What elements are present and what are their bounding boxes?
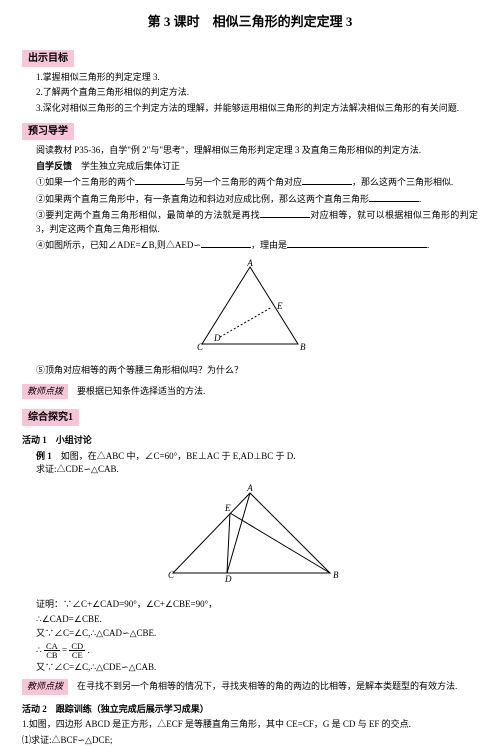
teach-tip-label-2: 教师点拨 bbox=[22, 679, 68, 695]
svg-text:E: E bbox=[224, 503, 231, 513]
track-1-q1: ⑴求证:△BCF∽△DCE; bbox=[22, 734, 478, 747]
item-5: ⑤顶角对应相等的两个等腰三角形相似吗？为什么？ bbox=[36, 364, 478, 378]
proof-4: ∴ CACB = CDCE . bbox=[36, 642, 478, 660]
ex1-prove: 求证:△CDE∽△CAB. bbox=[36, 463, 478, 477]
item-4: ④如图所示，已知∠ADE=∠B,则△AED∽，理由是. bbox=[36, 238, 478, 253]
proof-5: 又∵∠C=∠C,∴△CDE∽△CAB. bbox=[36, 661, 478, 675]
proof-2: ∴∠CAD=∠CBE. bbox=[36, 613, 478, 627]
self-feedback-text: 学生独立完成后集体订正 bbox=[72, 161, 180, 171]
goal-1: 1.掌握相似三角形的判定定理 3. bbox=[36, 71, 478, 85]
figure-2: A E C D B bbox=[22, 483, 478, 593]
figure-1: A E D C B bbox=[22, 259, 478, 359]
proof-3: 又∵∠C=∠C,∴△CAD∽△CBE. bbox=[36, 627, 478, 641]
ex1-text: 如图，在△ABC 中，∠C=60°，BE⊥AC 于 E,AD⊥BC 于 D. bbox=[52, 451, 296, 461]
blank bbox=[369, 192, 419, 202]
svg-text:C: C bbox=[197, 342, 204, 352]
goal-2: 2.了解两个直角三角形相似的判定方法. bbox=[36, 86, 478, 100]
activity1-title: 活动 1 小组讨论 bbox=[22, 434, 478, 448]
fraction-ca-cb: CACB bbox=[44, 642, 60, 660]
blank bbox=[135, 175, 185, 185]
ex1-label: 例 1 bbox=[36, 451, 52, 461]
svg-text:A: A bbox=[246, 259, 253, 268]
blank bbox=[287, 238, 427, 248]
svg-text:B: B bbox=[333, 570, 339, 580]
section-preview: 预习导学 bbox=[22, 123, 74, 140]
svg-text:C: C bbox=[168, 570, 175, 580]
svg-text:E: E bbox=[276, 301, 283, 311]
svg-text:A: A bbox=[246, 483, 253, 493]
example-1: 例 1 如图，在△ABC 中，∠C=60°，BE⊥AC 于 E,AD⊥BC 于 … bbox=[36, 450, 478, 477]
item-2: ②如果两个直角三角形中，有一条直角边和斜边对应成比例，那么这两个直角三角形. bbox=[36, 192, 478, 207]
teach-tip-2: 教师点拨 在寻找不到另一个角相等的情况下，寻找夹相等的角的两边的比相等，是解本类… bbox=[22, 675, 478, 699]
proof-1: 证明：∵∠C+∠CAD=90°，∠C+∠CBE=90°， bbox=[36, 598, 478, 612]
goal-3: 3.深化对相似三角形的三个判定方法的理解，并能够运用相似三角形的判定方法解决相似… bbox=[36, 102, 478, 116]
teach-tip-label: 教师点拨 bbox=[22, 384, 68, 400]
item-1: ①如果一个三角形的两个与另一个三角形的两个角对应，那么这两个三角形相似. bbox=[36, 175, 478, 190]
blank bbox=[201, 238, 251, 248]
goals-block: 1.掌握相似三角形的判定定理 3. 2.了解两个直角三角形相似的判定方法. 3.… bbox=[22, 71, 478, 116]
teach-tip-text: 要根据已知条件选择适当的方法. bbox=[68, 386, 205, 396]
blank bbox=[302, 175, 352, 185]
teach-tip-1: 教师点拨 要根据已知条件选择适当的方法. bbox=[22, 380, 478, 404]
track-1: 1.如图，四边形 ABCD 是正方形，△ECF 是等腰直角三角形，其中 CE=C… bbox=[22, 718, 478, 732]
self-feedback-label: 自学反馈 bbox=[36, 161, 72, 171]
preview-intro: 阅读教材 P35-36，自学"例 2"与"思考"，理解相似三角形判定定理 3 及… bbox=[36, 144, 478, 158]
svg-text:B: B bbox=[300, 342, 306, 352]
teach-tip-text-2: 在寻找不到另一个角相等的情况下，寻找夹相等的角的两边的比相等，是解本类题型的有效… bbox=[68, 681, 457, 691]
blank bbox=[260, 208, 310, 218]
item-3: ③要判定两个直角三角形相似，最简单的方法就是再找对应相等，就可以根据相似三角形的… bbox=[36, 208, 478, 236]
fraction-cd-ce: CDCE bbox=[69, 642, 85, 660]
self-feedback-line: 自学反馈 学生独立完成后集体订正 bbox=[36, 160, 478, 174]
section-explore: 综合探究1 bbox=[22, 409, 79, 426]
svg-text:D: D bbox=[224, 574, 232, 584]
activity2-title: 活动 2 跟踪训练（独立完成后展示学习成果） bbox=[22, 703, 478, 717]
section-show-goal: 出示目标 bbox=[22, 50, 74, 67]
page-title: 第 3 课时 相似三角形的判定定理 3 bbox=[22, 12, 478, 32]
svg-text:D: D bbox=[213, 333, 221, 343]
